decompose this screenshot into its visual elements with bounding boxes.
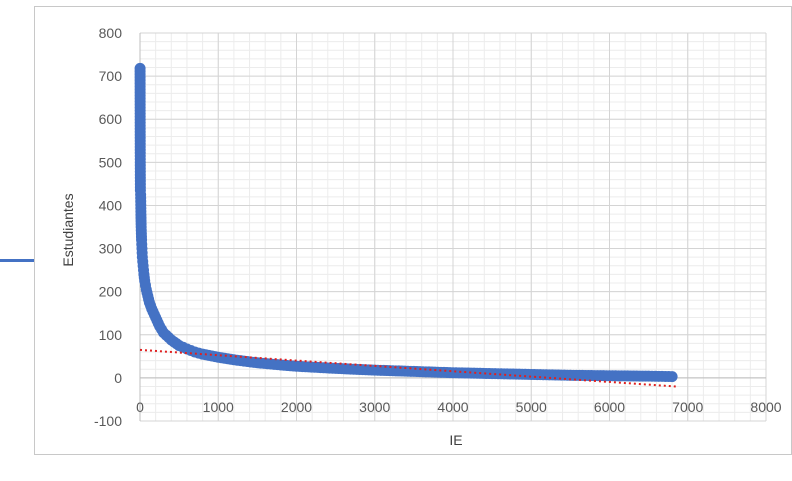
x-tick-label: 8000 [750, 399, 781, 415]
tick-labels: 0 1000 2000 3000 4000 5000 6000 7000 8000 -100 0 10… [94, 25, 782, 429]
data-point [136, 238, 148, 250]
x-tick-label: 2000 [281, 399, 312, 415]
y-tick-label: 600 [99, 111, 123, 127]
x-tick-label: 3000 [359, 399, 390, 415]
x-tick-label: 6000 [594, 399, 625, 415]
y-tick-label: 0 [114, 370, 122, 386]
data-point [663, 371, 675, 383]
side-accent-line [0, 259, 58, 262]
y-tick-label: 200 [99, 284, 123, 300]
data-point [136, 247, 148, 259]
x-axis-title: IE [449, 432, 462, 448]
y-tick-label: 500 [99, 154, 123, 170]
x-tick-label: 1000 [203, 399, 234, 415]
data-point [137, 255, 149, 267]
y-tick-label: 100 [99, 327, 123, 343]
y-tick-label: 300 [99, 241, 123, 257]
x-tick-label: 0 [136, 399, 144, 415]
y-tick-label: -100 [94, 413, 122, 429]
x-tick-label: 5000 [516, 399, 547, 415]
data-point [134, 181, 146, 193]
x-tick-label: 4000 [437, 399, 468, 415]
y-tick-label: 400 [99, 197, 123, 213]
y-tick-label: 700 [99, 68, 123, 84]
y-tick-label: 800 [99, 25, 123, 41]
y-axis-title: Estudiantes [60, 193, 76, 266]
x-tick-label: 7000 [672, 399, 703, 415]
